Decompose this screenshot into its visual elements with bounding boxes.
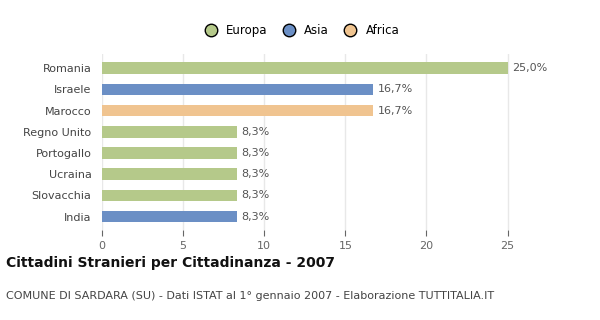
- Text: 8,3%: 8,3%: [242, 127, 270, 137]
- Text: 8,3%: 8,3%: [242, 190, 270, 200]
- Text: 16,7%: 16,7%: [378, 84, 413, 94]
- Bar: [102, 147, 236, 159]
- Bar: [102, 105, 373, 116]
- Bar: [102, 168, 236, 180]
- Text: 25,0%: 25,0%: [512, 63, 548, 73]
- Legend: Europa, Asia, Africa: Europa, Asia, Africa: [197, 21, 401, 39]
- Text: 8,3%: 8,3%: [242, 212, 270, 221]
- Bar: [102, 211, 236, 222]
- Bar: [102, 62, 508, 74]
- Text: Cittadini Stranieri per Cittadinanza - 2007: Cittadini Stranieri per Cittadinanza - 2…: [6, 256, 335, 270]
- Text: COMUNE DI SARDARA (SU) - Dati ISTAT al 1° gennaio 2007 - Elaborazione TUTTITALIA: COMUNE DI SARDARA (SU) - Dati ISTAT al 1…: [6, 291, 494, 301]
- Text: 8,3%: 8,3%: [242, 169, 270, 179]
- Bar: [102, 126, 236, 138]
- Text: 16,7%: 16,7%: [378, 106, 413, 116]
- Bar: [102, 84, 373, 95]
- Bar: [102, 189, 236, 201]
- Text: 8,3%: 8,3%: [242, 148, 270, 158]
